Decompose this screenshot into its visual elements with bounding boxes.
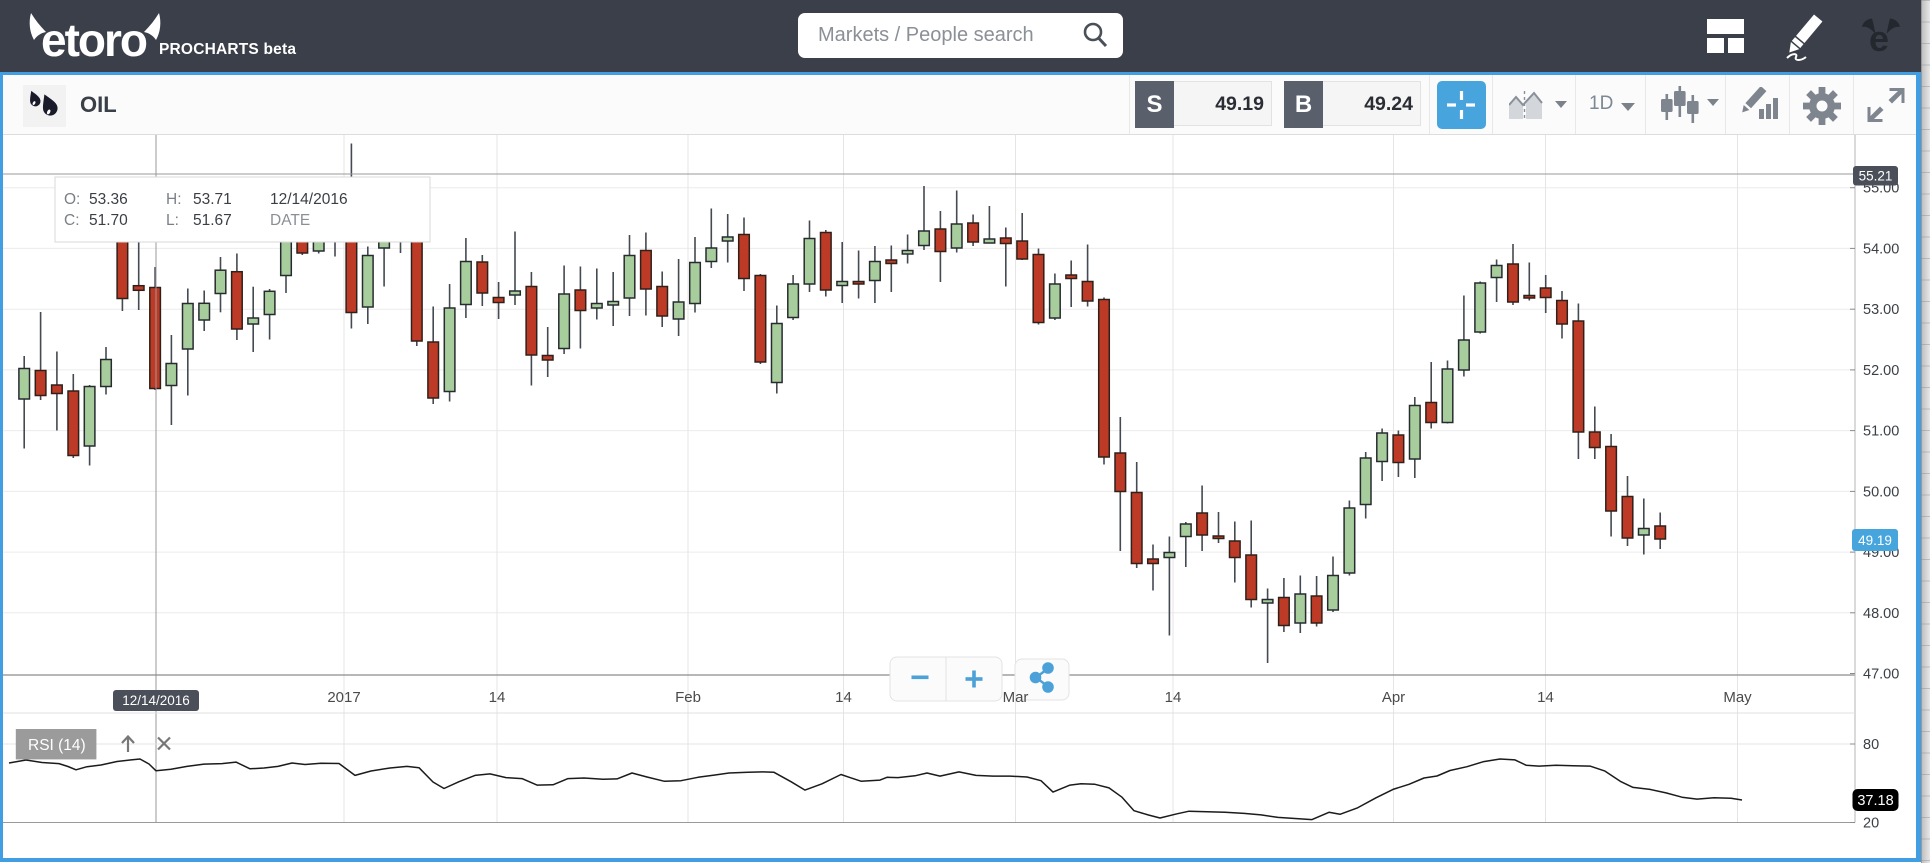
svg-text:C:: C:	[64, 212, 80, 229]
svg-text:12/14/2016: 12/14/2016	[122, 693, 190, 708]
svg-text:14: 14	[1537, 689, 1554, 706]
svg-text:55.21: 55.21	[1859, 169, 1893, 184]
svg-text:May: May	[1723, 689, 1752, 706]
svg-text:80: 80	[1863, 737, 1879, 753]
svg-text:51.70: 51.70	[89, 212, 128, 229]
svg-text:Apr: Apr	[1382, 689, 1405, 706]
svg-text:L:: L:	[166, 212, 179, 229]
svg-text:2017: 2017	[327, 689, 360, 706]
svg-text:54.00: 54.00	[1863, 241, 1899, 257]
svg-text:RSI (14): RSI (14)	[28, 737, 86, 754]
svg-text:53.00: 53.00	[1863, 302, 1899, 318]
svg-text:52.00: 52.00	[1863, 363, 1899, 379]
svg-text:12/14/2016: 12/14/2016	[270, 191, 348, 208]
svg-text:49.19: 49.19	[1858, 533, 1892, 548]
svg-text:Mar: Mar	[1003, 689, 1029, 706]
svg-text:O:: O:	[64, 191, 80, 208]
svg-text:20: 20	[1863, 816, 1879, 832]
svg-text:14: 14	[835, 689, 852, 706]
svg-text:47.00: 47.00	[1863, 667, 1899, 683]
svg-text:H:: H:	[166, 191, 182, 208]
svg-text:14: 14	[489, 689, 506, 706]
svg-text:Feb: Feb	[675, 689, 701, 706]
svg-text:37.18: 37.18	[1857, 793, 1893, 809]
svg-text:51.00: 51.00	[1863, 424, 1899, 440]
svg-text:53.71: 53.71	[193, 191, 232, 208]
svg-text:etoro: etoro	[41, 14, 147, 62]
svg-text:14: 14	[1165, 689, 1182, 706]
svg-text:DATE: DATE	[270, 212, 310, 229]
svg-text:51.67: 51.67	[193, 212, 232, 229]
svg-text:50.00: 50.00	[1863, 484, 1899, 500]
svg-text:53.36: 53.36	[89, 191, 128, 208]
svg-text:48.00: 48.00	[1863, 606, 1899, 622]
